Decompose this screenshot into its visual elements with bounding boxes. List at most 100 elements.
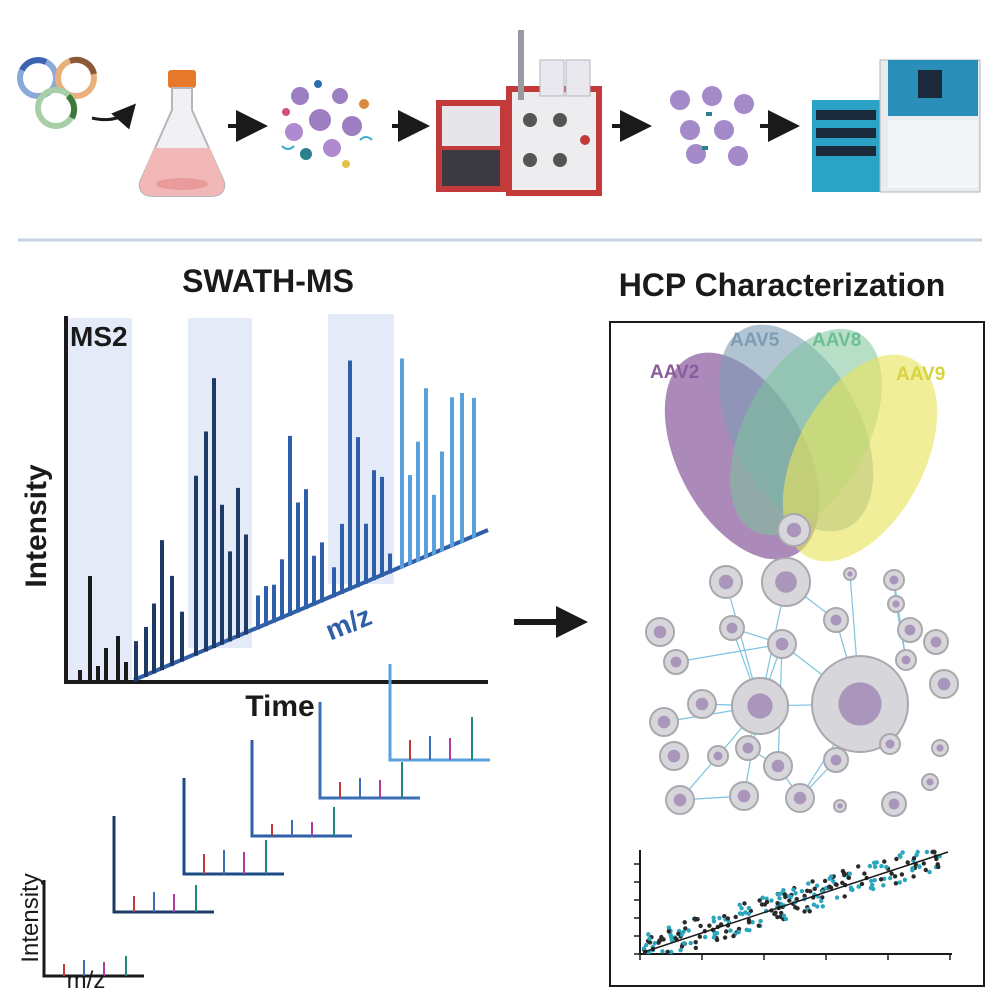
scatter-point: [652, 941, 657, 946]
network-node-structure: [657, 715, 671, 729]
workflow-row: [17, 30, 981, 197]
scatter-point: [874, 860, 879, 865]
scatter-point: [894, 856, 899, 862]
scatter-point: [915, 849, 920, 855]
scatter-point: [783, 916, 789, 922]
scatter-point: [781, 888, 786, 893]
scatter-point: [693, 945, 698, 951]
scatter-point: [834, 882, 839, 887]
scatter-point: [820, 895, 825, 900]
scatter-point: [717, 915, 722, 921]
scatter-point: [868, 885, 874, 891]
scatter-point: [757, 898, 762, 903]
scatter-point: [840, 880, 845, 885]
scatter-point: [872, 878, 877, 883]
ms2-label: MS2: [70, 321, 128, 352]
network-node-structure: [695, 697, 709, 711]
scatter-point: [879, 863, 884, 869]
scatter-point: [758, 918, 763, 924]
scatter-point: [779, 910, 784, 916]
scatter-point: [760, 895, 765, 900]
scatter-point: [764, 896, 769, 901]
scatter-point: [783, 894, 788, 900]
scatter-point: [646, 932, 651, 937]
scatter-point: [669, 949, 674, 955]
correlation-scatter: [634, 849, 952, 960]
lc-ms-icon: [812, 59, 981, 193]
scatter-point: [927, 869, 932, 875]
scatter-point: [872, 864, 878, 869]
mini-spectrum-axes: [318, 702, 420, 800]
scatter-point: [682, 920, 687, 925]
mini-spectrum-axes: [112, 816, 214, 914]
swath-window: [66, 318, 132, 682]
network-node-structure: [726, 622, 738, 634]
scatter-point: [884, 864, 889, 870]
venn-aav9: [782, 354, 938, 562]
scatter-point: [842, 894, 847, 899]
to-characterization-arrow: [514, 606, 588, 638]
scatter-point: [934, 856, 939, 862]
scatter-point: [737, 911, 743, 916]
scatter-point: [815, 904, 820, 909]
venn-label-aav8: AAV8: [812, 330, 861, 351]
protein-network: [645, 513, 959, 817]
scatter-point: [725, 916, 731, 921]
mz-diagonal-axis: [133, 528, 489, 682]
scatter-point: [641, 946, 647, 951]
network-node-structure: [718, 574, 734, 590]
venn-label-aav2: AAV2: [650, 362, 699, 383]
scatter-point: [733, 914, 738, 920]
scatter-point: [731, 933, 736, 939]
scatter-point: [795, 906, 800, 911]
scatter-point: [911, 856, 917, 861]
venn-label-aav9: AAV9: [896, 364, 945, 385]
scatter-point: [893, 881, 899, 886]
scatter-point: [802, 893, 807, 899]
scatter-point: [911, 874, 916, 879]
scatter-point: [676, 931, 681, 936]
network-node-structure: [930, 636, 942, 648]
scatter-point: [746, 905, 752, 911]
swath-window: [328, 314, 394, 584]
hcp-title: HCP Characterization: [619, 267, 946, 303]
scatter-point: [678, 948, 683, 953]
scatter-point: [882, 859, 887, 864]
scatter-point: [681, 941, 687, 946]
scatter-point: [772, 911, 777, 917]
scatter-point: [659, 934, 664, 940]
scatter-point: [683, 926, 688, 931]
capsids-icon: [670, 86, 754, 166]
network-node-structure: [775, 637, 789, 651]
mini-spectrum-axes: [250, 740, 352, 838]
scatter-point: [840, 868, 846, 874]
network-node-structure: [847, 571, 853, 577]
scatter-point: [834, 895, 840, 900]
scatter-point: [805, 888, 810, 893]
scatter-point: [737, 902, 742, 907]
curved-arrow: [91, 103, 136, 130]
scatter-point: [769, 898, 774, 903]
scatter-point: [799, 889, 805, 894]
network-edge: [675, 641, 784, 663]
scatter-point: [897, 853, 902, 858]
scatter-point: [714, 937, 720, 943]
network-node-structure: [670, 656, 682, 668]
mini-x-label: m/z: [67, 967, 106, 994]
scatter-point: [660, 949, 665, 954]
scatter-point: [693, 940, 698, 945]
venn-label-aav5: AAV5: [730, 330, 780, 351]
network-node-structure: [775, 571, 797, 593]
mini-spectrum-axes: [388, 664, 490, 762]
mini-y-label: Intensity: [17, 873, 44, 962]
scatter-point: [722, 914, 727, 919]
plasmid-icon: [17, 56, 97, 129]
scatter-point: [673, 936, 678, 941]
scatter-point: [878, 877, 884, 882]
scatter-point: [856, 864, 861, 869]
scatter-point: [811, 902, 817, 907]
scatter-point: [905, 860, 910, 865]
network-node-structure: [653, 625, 667, 639]
scatter-point: [781, 913, 787, 918]
network-node-structure: [742, 742, 754, 754]
